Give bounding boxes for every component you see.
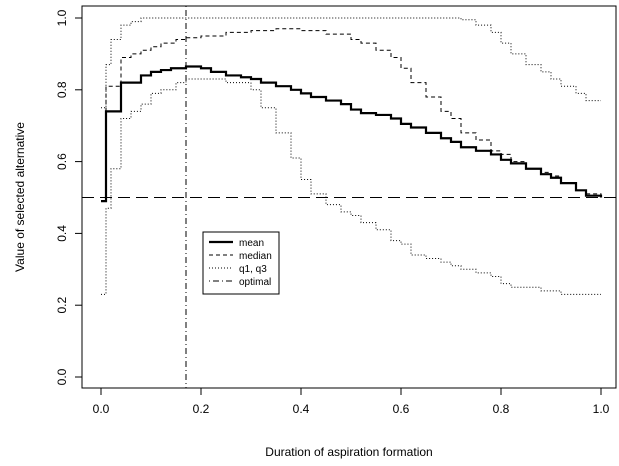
y-tick-label: 1.0 xyxy=(55,9,69,26)
y-axis: 0.0 0.2 0.4 0.6 0.8 1.0 xyxy=(55,9,82,385)
legend-label: q1, q3 xyxy=(239,264,267,275)
legend: mean median q1, q3 optimal xyxy=(202,231,280,295)
x-tick-label: 0.6 xyxy=(393,402,410,416)
series-line-0 xyxy=(101,65,603,203)
x-tick-label: 0.0 xyxy=(93,402,110,416)
series-line-2 xyxy=(101,17,601,109)
legend-label: optimal xyxy=(239,277,271,288)
legend-label: median xyxy=(239,251,272,262)
y-tick-label: 0.8 xyxy=(55,81,69,98)
x-tick-label: 0.2 xyxy=(193,402,210,416)
x-axis-label: Duration of aspiration formation xyxy=(265,445,432,459)
series-line-1 xyxy=(101,28,602,198)
x-tick-label: 0.8 xyxy=(493,402,510,416)
legend-label: mean xyxy=(239,238,264,249)
x-tick-label: 1.0 xyxy=(593,402,610,416)
y-tick-label: 0.6 xyxy=(55,153,69,170)
reference-lines xyxy=(82,6,616,388)
series-layer xyxy=(101,17,603,295)
y-tick-label: 0.0 xyxy=(55,368,69,385)
series-line-3 xyxy=(101,78,601,295)
x-tick-label: 0.4 xyxy=(293,402,310,416)
x-axis: 0.0 0.2 0.4 0.6 0.8 1.0 xyxy=(93,388,610,416)
y-tick-label: 0.2 xyxy=(55,297,69,314)
y-tick-label: 0.4 xyxy=(55,225,69,242)
y-axis-label: Value of selected alternative xyxy=(13,122,27,272)
